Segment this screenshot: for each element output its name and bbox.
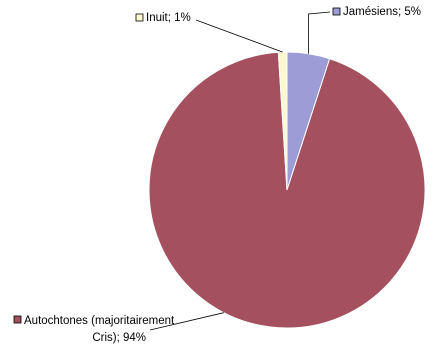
pie-slices — [148, 51, 426, 329]
leader-line-autochtones — [149, 312, 224, 331]
leader-line-inuit — [195, 19, 283, 53]
data-label-autochtones-line1: Autochtones (majoritairement — [24, 315, 175, 327]
pie-slice-inuit — [277, 51, 288, 191]
legend-key-inuit — [135, 13, 144, 22]
data-label-jamesiens: Jamésiens; 5% — [343, 6, 421, 18]
legend-key-autochtones — [13, 315, 22, 324]
legend-key-jamesiens — [332, 7, 341, 16]
pie-slice-autochtones-majoritairement-cris — [148, 51, 426, 329]
leader-lines — [149, 11, 331, 331]
slice-labels: Inuit; 1% Jamésiens; 5% Autochtones (maj… — [13, 6, 421, 344]
leader-line-jamesiens — [308, 11, 331, 54]
data-label-inuit: Inuit; 1% — [146, 12, 191, 24]
data-label-autochtones-line2: Cris); 94% — [92, 332, 146, 344]
